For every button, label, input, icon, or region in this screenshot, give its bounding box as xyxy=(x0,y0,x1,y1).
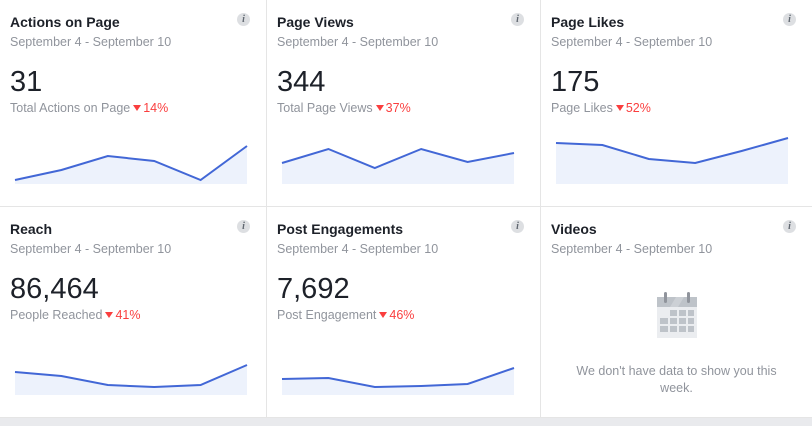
card-title: Videos xyxy=(551,221,597,237)
card-value: 31 xyxy=(10,66,43,98)
card-actions-on-page[interactable]: Actions on Page September 4 - September … xyxy=(0,0,267,207)
card-date-range: September 4 - September 10 xyxy=(10,242,172,256)
card-title: Post Engagements xyxy=(277,221,404,237)
sparkline-area xyxy=(15,365,247,395)
down-triangle-icon xyxy=(105,312,114,318)
card-subtitle: Post Engagement 46% xyxy=(277,308,530,322)
sparkline-line xyxy=(14,364,248,389)
card-title: Reach xyxy=(10,221,53,237)
change-value: 52% xyxy=(625,101,651,115)
card-date-range: September 4 - September 10 xyxy=(277,242,439,256)
card-subtitle: People Reached 41% xyxy=(10,308,256,322)
change-indicator: 46% xyxy=(379,308,414,322)
sparkline xyxy=(14,364,248,395)
card-videos[interactable]: Videos September 4 - September 10 i We d… xyxy=(541,207,812,418)
down-triangle-icon xyxy=(615,105,624,111)
change-indicator: 37% xyxy=(375,101,411,115)
card-label: Total Page Views xyxy=(277,101,373,115)
info-icon[interactable]: i xyxy=(783,220,796,233)
card-page-likes[interactable]: Page Likes September 4 - September 10 i … xyxy=(541,0,812,207)
info-icon[interactable]: i xyxy=(511,13,524,26)
sparkline xyxy=(14,145,248,184)
card-subtitle: Page Likes 52% xyxy=(551,101,802,115)
card-title: Page Views xyxy=(277,14,354,30)
card-label: People Reached xyxy=(10,308,103,322)
card-value: 344 xyxy=(277,66,326,98)
card-date-range: September 4 - September 10 xyxy=(10,35,172,49)
empty-state: We don't have data to show you this week… xyxy=(551,292,802,397)
card-post-engagements[interactable]: Post Engagements September 4 - September… xyxy=(267,207,541,418)
sparkline-line xyxy=(281,147,515,170)
card-label: Page Likes xyxy=(551,101,613,115)
card-page-views[interactable]: Page Views September 4 - September 10 i … xyxy=(267,0,541,207)
card-value: 86,464 xyxy=(10,273,99,305)
sparkline-line xyxy=(14,145,248,182)
sparkline xyxy=(555,137,789,184)
change-indicator: 14% xyxy=(133,101,168,115)
sparkline-line xyxy=(281,367,515,389)
card-subtitle: Total Page Views 37% xyxy=(277,101,530,115)
sparkline-line xyxy=(555,137,789,165)
card-title: Actions on Page xyxy=(10,14,120,30)
info-icon[interactable]: i xyxy=(511,220,524,233)
change-indicator: 41% xyxy=(105,308,140,322)
card-date-range: September 4 - September 10 xyxy=(277,35,439,49)
calendar-icon xyxy=(656,292,697,338)
info-icon[interactable]: i xyxy=(237,220,250,233)
change-indicator: 52% xyxy=(615,101,651,115)
change-value: 14% xyxy=(143,101,169,115)
card-date-range: September 4 - September 10 xyxy=(551,242,713,256)
change-value: 37% xyxy=(385,101,411,115)
card-label: Total Actions on Page xyxy=(10,101,131,115)
sparkline-area xyxy=(282,149,514,184)
change-value: 41% xyxy=(115,308,141,322)
sparkline xyxy=(281,367,515,395)
empty-state-message: We don't have data to show you this week… xyxy=(576,364,777,395)
card-date-range: September 4 - September 10 xyxy=(551,35,713,49)
info-icon[interactable]: i xyxy=(237,13,250,26)
card-label: Post Engagement xyxy=(277,308,377,322)
change-value: 46% xyxy=(389,308,415,322)
card-value: 7,692 xyxy=(277,273,350,305)
down-triangle-icon xyxy=(375,105,384,111)
sparkline xyxy=(281,147,515,184)
info-icon[interactable]: i xyxy=(783,13,796,26)
card-reach[interactable]: Reach September 4 - September 10 i 86,46… xyxy=(0,207,267,418)
sparkline-area xyxy=(15,146,247,184)
card-title: Page Likes xyxy=(551,14,625,30)
card-value: 175 xyxy=(551,66,600,98)
card-subtitle: Total Actions on Page 14% xyxy=(10,101,256,115)
down-triangle-icon xyxy=(133,105,142,111)
down-triangle-icon xyxy=(379,312,388,318)
sparkline-area xyxy=(282,368,514,395)
